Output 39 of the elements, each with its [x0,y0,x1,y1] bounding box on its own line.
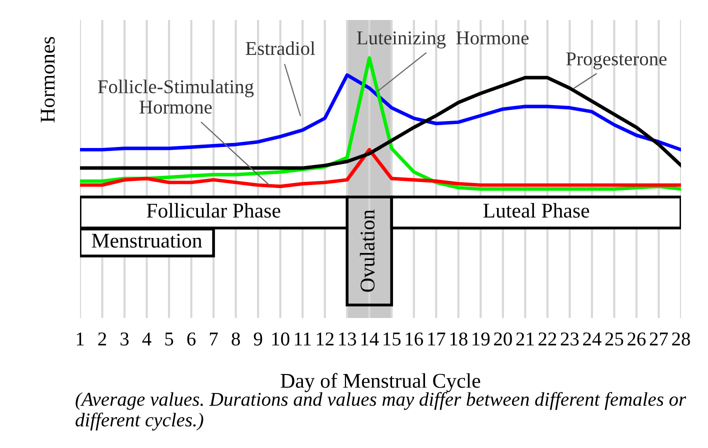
series-label: Progesterone [566,52,667,70]
x-tick-label: 11 [294,332,311,346]
text: Luteal Phase [483,203,590,218]
x-tick-label: 3 [120,332,129,346]
x-axis-title: Day of Menstrual Cycle [280,373,480,392]
x-tick-label: 23 [560,332,579,346]
x-tick-label: 12 [316,332,334,346]
y-axis-title: Hormones [40,36,55,122]
x-tick-label: 6 [187,332,196,346]
text: (Average values. Durations and values may differ between different females or different cycles.) [76,392,686,431]
x-tick-label: 17 [428,332,446,346]
x-tick-label: 5 [165,332,174,346]
series-label: Estradiol [246,41,316,56]
x-tick-label: 20 [494,332,512,346]
x-tick-label: 15 [384,332,401,346]
x-tick-label: 14 [361,332,379,346]
x-tick-label: 8 [232,332,240,346]
text: Follicular Phase [146,203,280,218]
x-tick-label: 24 [583,332,602,346]
x-tick-label: 27 [650,332,668,346]
series-label: Luteinizing Hormone [356,31,529,48]
text: Follicle-Stimulating Hormone [98,80,254,114]
x-tick-label: 2 [98,332,106,346]
x-tick-label: 26 [628,332,646,346]
text: Menstruation [92,234,202,248]
x-tick-label: 21 [516,332,534,346]
x-tick-label: 4 [142,332,152,346]
x-tick-label: 18 [450,332,468,346]
x-tick-label: 28 [672,332,690,346]
x-tick-label: 10 [272,332,290,346]
x-tick-label: 25 [605,332,624,346]
band-label: Ovulation [360,210,375,292]
x-tick-label: 7 [210,332,218,346]
x-tick-label: 22 [538,332,556,346]
x-tick-label: 13 [339,332,356,346]
x-tick-label: 9 [254,332,262,346]
x-tick-label: 19 [472,332,490,346]
x-tick-label: 16 [406,332,424,346]
x-tick-label: 1 [76,332,84,346]
